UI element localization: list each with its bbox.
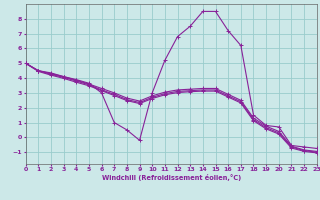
X-axis label: Windchill (Refroidissement éolien,°C): Windchill (Refroidissement éolien,°C) (101, 174, 241, 181)
